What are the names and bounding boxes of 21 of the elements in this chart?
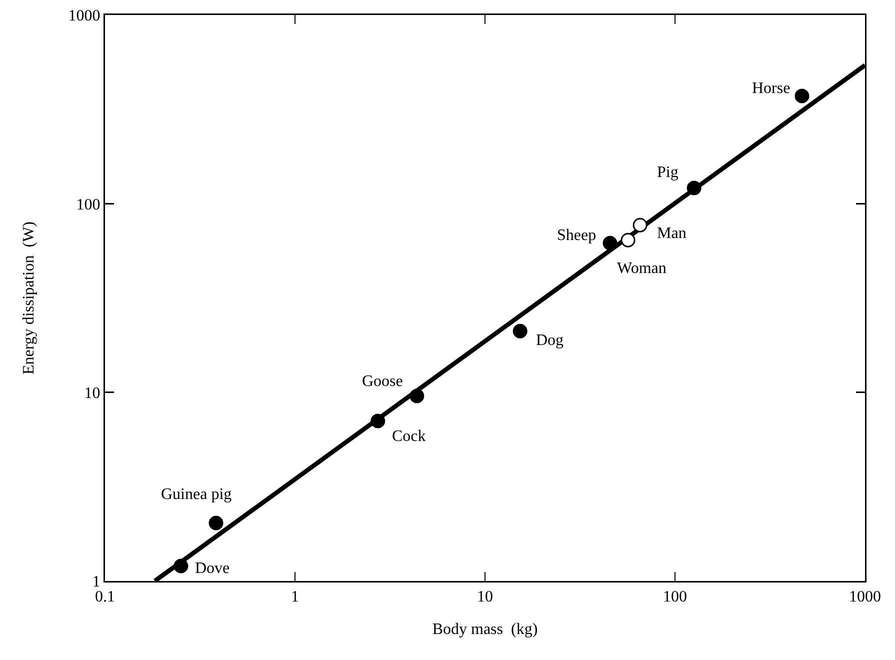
annotation: Sheep <box>557 227 596 244</box>
x-tick-label: 10 <box>477 588 493 606</box>
annotation: Goose <box>362 373 403 390</box>
x-tick-label: 100 <box>663 588 687 606</box>
annotation: Cock <box>392 428 426 445</box>
annotation: Woman <box>617 260 666 277</box>
annotation: Dove <box>195 560 230 577</box>
x-tick-label: 1000 <box>849 588 881 606</box>
y-axis-title: Energy dissipation (W) <box>20 221 38 375</box>
y-tick-label: 10 <box>84 384 100 402</box>
y-tick-label: 1000 <box>68 8 100 25</box>
annotation: Horse <box>752 80 790 97</box>
x-tick-label: 1 <box>291 588 299 606</box>
y-tick-label: 1 <box>92 574 100 591</box>
annotation: Guinea pig <box>161 486 232 503</box>
x-axis-title: Body mass (kg) <box>432 621 538 638</box>
x-tick-label: 0.1 <box>95 588 115 606</box>
annotation: Man <box>657 225 686 242</box>
annotation: Dog <box>536 332 564 349</box>
y-tick-label: 100 <box>76 196 100 214</box>
annotation: Pig <box>657 164 678 181</box>
